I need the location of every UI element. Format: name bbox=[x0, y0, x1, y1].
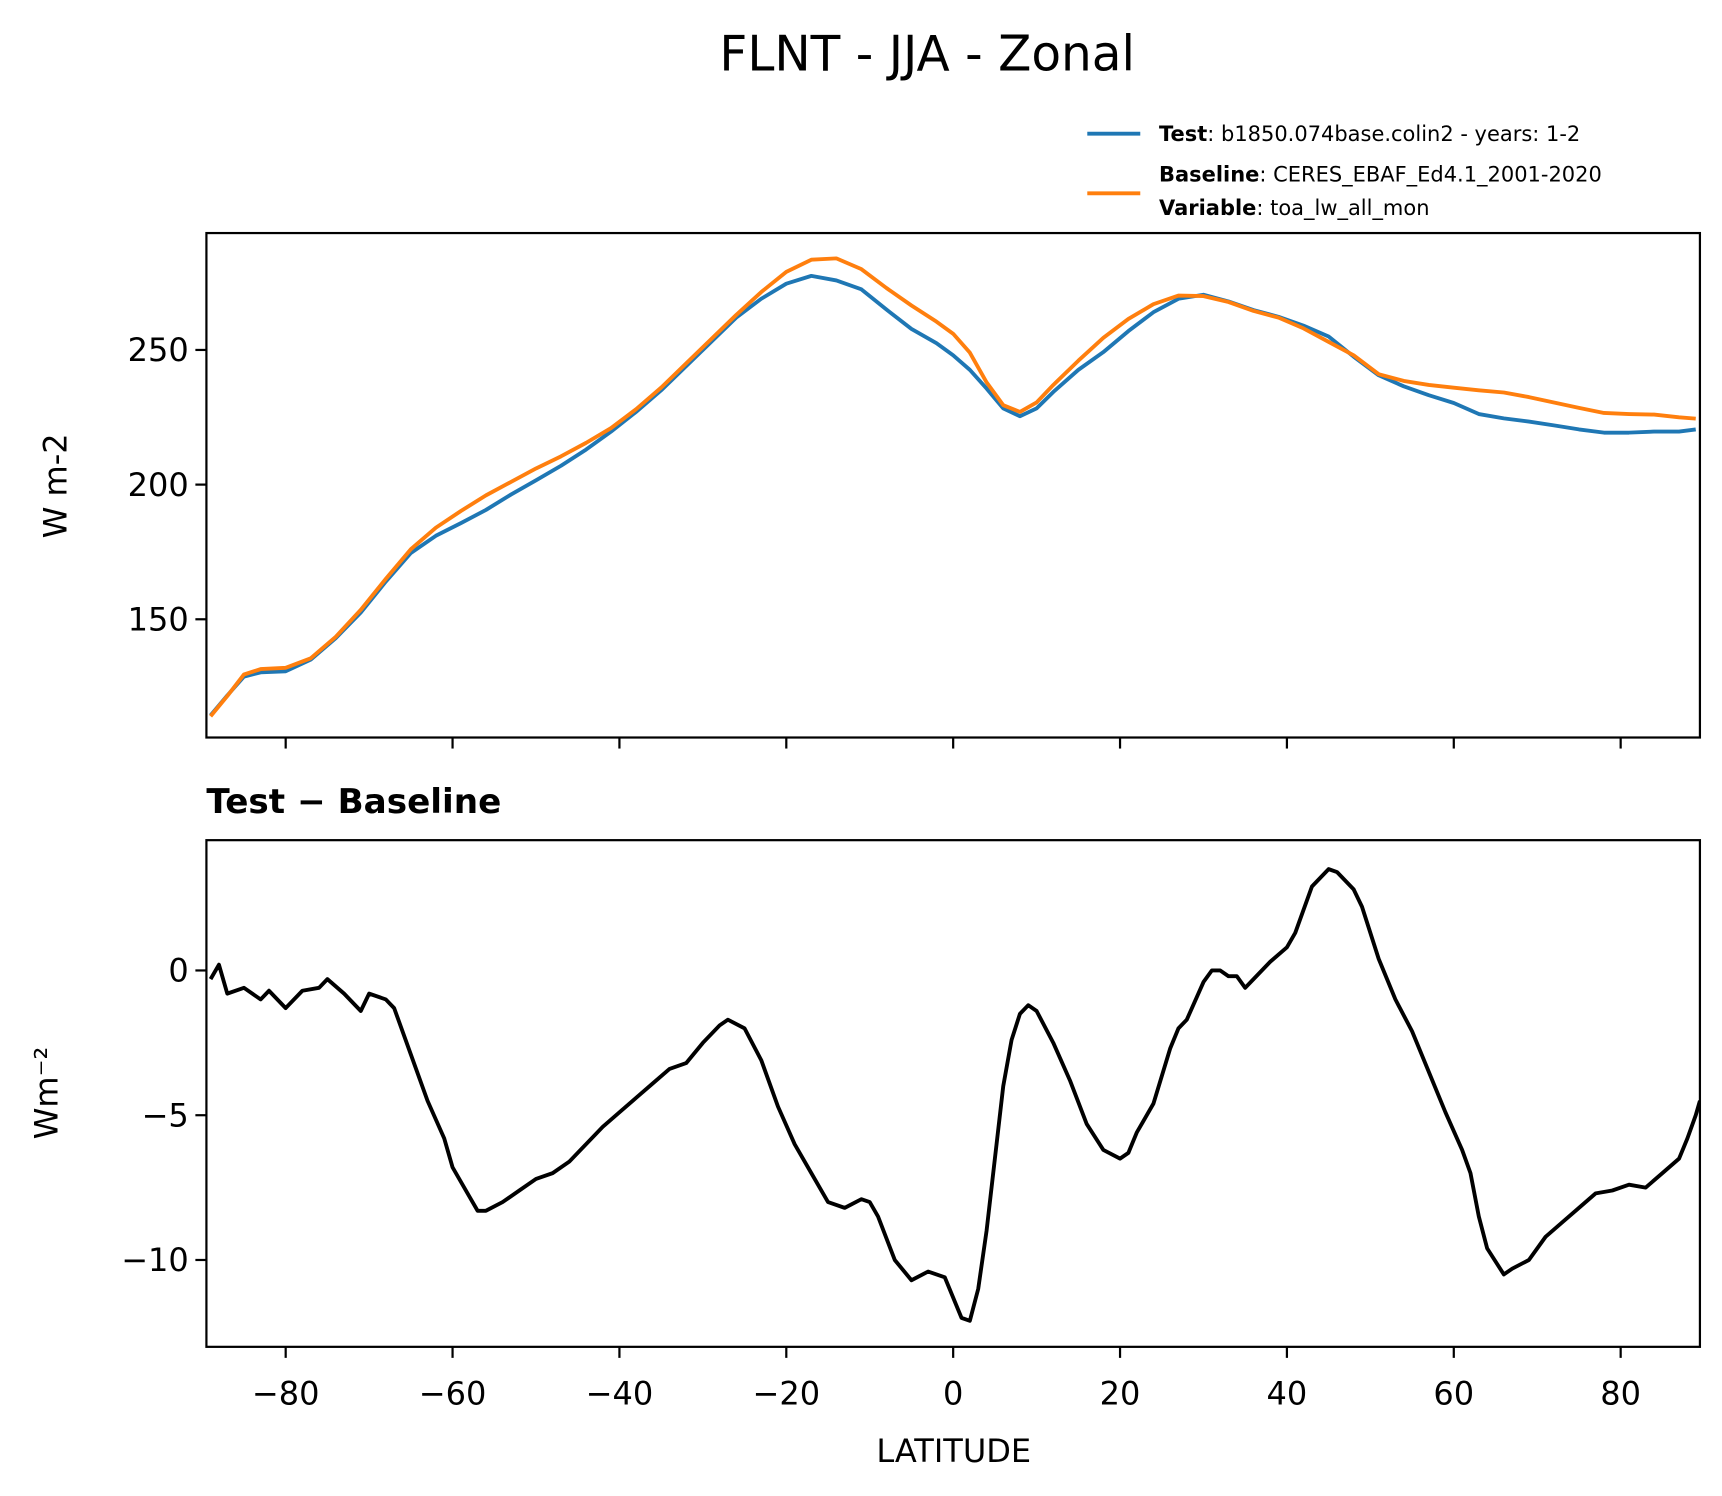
y-tick-label: 150 bbox=[128, 600, 189, 638]
y-axis-label: W m-2 bbox=[36, 433, 74, 538]
legend-entry: Baseline: CERES_EBAF_Ed4.1_2001-2020 bbox=[1159, 163, 1602, 188]
x-tick-label: 20 bbox=[1100, 1374, 1141, 1412]
x-tick-label: −40 bbox=[586, 1374, 654, 1412]
legend-entry: Test: b1850.074base.colin2 - years: 1-2 bbox=[1159, 122, 1580, 146]
x-tick-label: 40 bbox=[1267, 1374, 1308, 1412]
x-tick-label: 80 bbox=[1600, 1374, 1641, 1412]
chart-title: FLNT - JJA - Zonal bbox=[719, 27, 1135, 83]
legend-description: : toa_lw_all_mon bbox=[1256, 196, 1429, 221]
axes-frame bbox=[205, 839, 1702, 1348]
legend-description: : b1850.074base.colin2 - years: 1-2 bbox=[1207, 122, 1580, 146]
x-tick-label: −60 bbox=[419, 1374, 487, 1412]
y-axis-label: Wm⁻² bbox=[28, 1047, 66, 1140]
panel-title: Test − Baseline bbox=[206, 782, 501, 822]
x-tick-label: −80 bbox=[252, 1374, 320, 1412]
legend-label: Baseline bbox=[1159, 163, 1259, 187]
y-tick-label: 0 bbox=[168, 952, 188, 990]
x-tick-label: 60 bbox=[1433, 1374, 1474, 1412]
y-tick-label: 200 bbox=[128, 466, 189, 504]
x-axis-label: LATITUDE bbox=[876, 1432, 1031, 1470]
legend-entry: Variable: toa_lw_all_mon bbox=[1159, 196, 1429, 221]
y-tick-label: −5 bbox=[142, 1096, 189, 1134]
y-tick-label: −10 bbox=[121, 1241, 189, 1279]
legend-description: : CERES_EBAF_Ed4.1_2001-2020 bbox=[1259, 163, 1601, 188]
data-line bbox=[208, 867, 1700, 1323]
y-tick-label: 250 bbox=[128, 331, 189, 369]
data-line bbox=[209, 273, 1696, 717]
legend-label: Test bbox=[1159, 122, 1207, 146]
x-tick-label: −20 bbox=[753, 1374, 821, 1412]
axes-frame bbox=[205, 231, 1702, 739]
legend-label: Variable bbox=[1159, 196, 1256, 220]
x-tick-label: 0 bbox=[943, 1374, 963, 1412]
legend: Test: b1850.074base.colin2 - years: 1-2 … bbox=[1087, 122, 1602, 221]
data-line bbox=[209, 256, 1696, 718]
